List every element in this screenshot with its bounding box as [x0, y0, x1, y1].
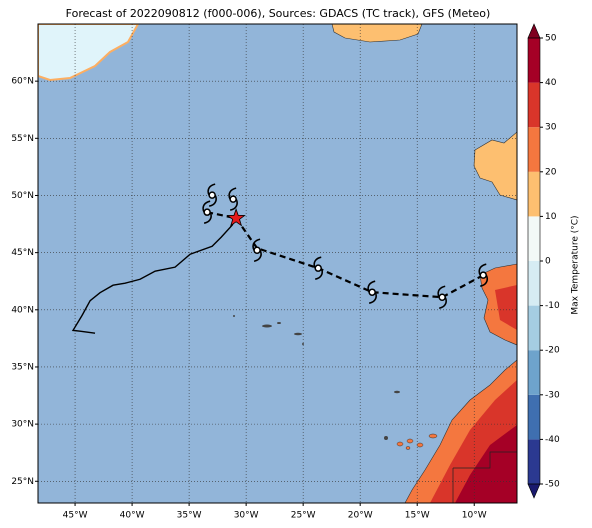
- x-tick-label: 45°W: [63, 511, 88, 521]
- storm-arm: [228, 187, 238, 211]
- storm-eye: [479, 271, 487, 279]
- chart-title: Forecast of 2022090812 (f000-006), Sourc…: [66, 7, 491, 20]
- storm-arm: [478, 263, 489, 287]
- storm-eye: [203, 208, 211, 216]
- colorbar-tick-label: -40: [545, 435, 560, 445]
- colorbar-band: [528, 171, 540, 217]
- y-tick-label: 35°N: [11, 362, 34, 372]
- y-tick-label: 40°N: [11, 305, 34, 315]
- storm-marker: [202, 200, 212, 224]
- best-track: [71, 217, 237, 334]
- storm-arm: [367, 280, 377, 304]
- colorbar-band: [528, 350, 540, 395]
- colorbar-over: [527, 23, 541, 39]
- x-tick-label: 30°W: [234, 511, 259, 521]
- colorbar-band: [528, 38, 540, 83]
- storm-eye: [314, 264, 322, 272]
- colorbar-tick-label: 50: [545, 34, 557, 44]
- storm-marker: [478, 263, 489, 287]
- colorbar-band: [528, 305, 540, 351]
- colorbar-under: [527, 483, 541, 499]
- colorbar-band: [528, 439, 540, 484]
- colorbar-band: [528, 261, 540, 306]
- y-tick-label: 55°N: [11, 134, 34, 144]
- iceland: [331, 24, 423, 43]
- storm-arm: [202, 200, 212, 224]
- map-frame: [37, 23, 518, 504]
- storm-marker: [207, 183, 217, 207]
- colorbar-band: [528, 394, 540, 440]
- colorbar-label: Max Temperature (°C): [571, 215, 581, 314]
- x-tick-label: 35°W: [177, 511, 202, 521]
- x-tick-label: 25°W: [291, 511, 316, 521]
- x-tick-label: 15°W: [405, 511, 430, 521]
- greenland: [38, 24, 140, 82]
- storm-marker: [228, 187, 238, 211]
- colorbar-tick-label: -10: [545, 301, 560, 311]
- x-tick-label: 10°W: [462, 511, 487, 521]
- colorbar-tick-label: -50: [545, 480, 560, 490]
- storm-arm: [252, 238, 262, 263]
- y-tick-label: 45°N: [11, 248, 34, 258]
- storm-marker: [252, 238, 262, 263]
- storm-eye: [368, 288, 376, 296]
- colorbar-tick-label: 40: [545, 78, 557, 88]
- storm-marker: [437, 285, 448, 310]
- y-tick-label: 30°N: [11, 420, 34, 430]
- storm-marker: [313, 256, 324, 280]
- islands: [233, 315, 400, 440]
- storm-marker: [367, 280, 377, 304]
- current-position: [226, 208, 246, 227]
- colorbar-tick-label: 0: [545, 257, 551, 267]
- storm-eye: [253, 246, 261, 254]
- colorbar-band: [528, 82, 540, 128]
- colorbar-tick-label: 20: [545, 167, 557, 177]
- y-tick-label: 60°N: [11, 77, 34, 87]
- x-tick-label: 40°W: [120, 511, 145, 521]
- y-tick-label: 50°N: [11, 191, 34, 201]
- ireland-uk: [473, 131, 517, 201]
- colorbar-tick-label: 30: [545, 123, 557, 133]
- colorbar-band: [528, 216, 540, 261]
- x-tick-label: 20°W: [348, 511, 373, 521]
- storm-arm: [437, 285, 448, 310]
- colorbar-tick-label: -20: [545, 346, 560, 356]
- border: [452, 451, 517, 503]
- map-area: [38, 24, 517, 503]
- storm-arm: [313, 256, 324, 280]
- storm-eye: [208, 191, 216, 199]
- africa-hotter: [455, 425, 517, 503]
- iberia-hot: [495, 285, 517, 330]
- colorbar-tick-label: -30: [545, 390, 560, 400]
- y-tick-label: 25°N: [11, 477, 34, 487]
- colorbar-tick-label: 10: [545, 212, 557, 222]
- colorbar-band: [528, 127, 540, 172]
- storm-arm: [207, 183, 217, 207]
- storm-eye: [229, 195, 237, 203]
- storm-eye: [438, 293, 446, 301]
- ocean: [38, 24, 517, 503]
